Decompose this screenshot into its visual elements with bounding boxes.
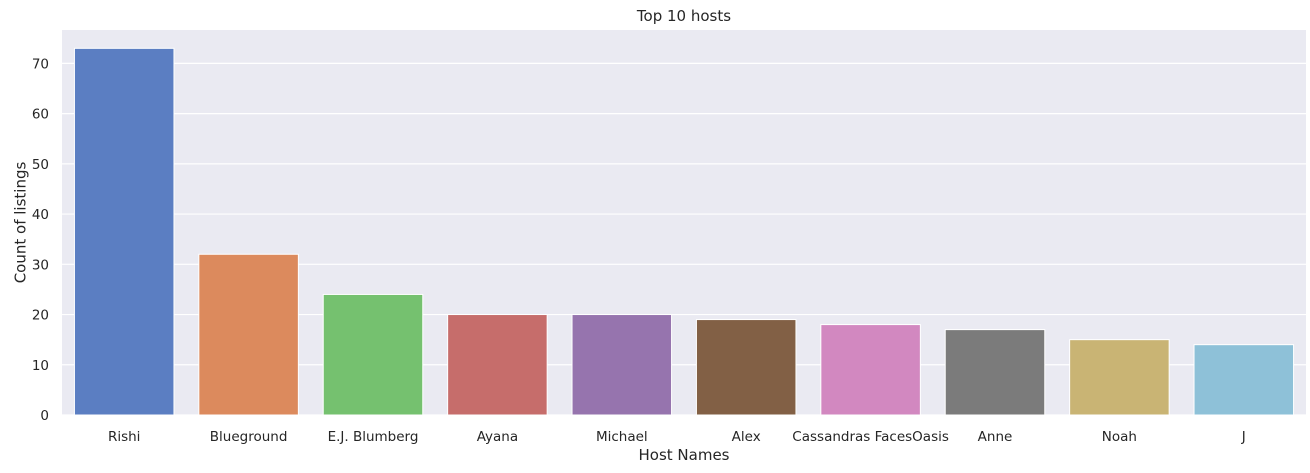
y-tick-label: 20: [32, 308, 49, 324]
x-tick-label: Anne: [978, 429, 1013, 445]
y-tick-label: 10: [32, 358, 49, 374]
bars: [73, 47, 1295, 416]
x-tick-label: Cassandras FacesOasis: [792, 429, 949, 445]
y-tick-label: 30: [32, 257, 49, 273]
x-tick-label: Michael: [596, 429, 648, 445]
bar-j: [1193, 344, 1295, 416]
bar-anne: [944, 329, 1046, 416]
x-tick-label: Alex: [732, 429, 761, 445]
x-axis-title: Host Names: [639, 446, 730, 464]
bar-e-j-blumberg: [322, 293, 424, 416]
bar-rishi: [73, 47, 175, 416]
x-tick-label: Noah: [1102, 429, 1137, 445]
x-tick-label: Rishi: [108, 429, 140, 445]
bar-michael: [571, 314, 673, 416]
bar-blueground: [198, 253, 299, 416]
x-tick-labels: Rishi Blueground E.J. Blumberg Ayana Michael…: [108, 429, 1246, 445]
y-tick-label: 60: [32, 107, 49, 123]
x-tick-label: E.J. Blumberg: [328, 429, 419, 445]
y-tick-label: 50: [32, 157, 49, 173]
chart-title: Top 10 hosts: [636, 7, 731, 25]
y-tick-label: 0: [40, 408, 49, 424]
x-tick-label: Ayana: [477, 429, 518, 445]
bar-ayana: [447, 314, 548, 416]
x-tick-label: J: [1241, 429, 1246, 445]
y-tick-labels: 0 10 20 30 40 50 60 70: [32, 56, 49, 424]
y-tick-label: 70: [32, 56, 49, 72]
bar-cassandras-facesoasis: [820, 324, 921, 416]
bar-noah: [1069, 339, 1170, 416]
y-axis-title: Count of listings: [12, 162, 30, 284]
y-tick-label: 40: [32, 207, 49, 223]
x-tick-label: Blueground: [210, 429, 288, 445]
bar-alex: [695, 319, 797, 416]
